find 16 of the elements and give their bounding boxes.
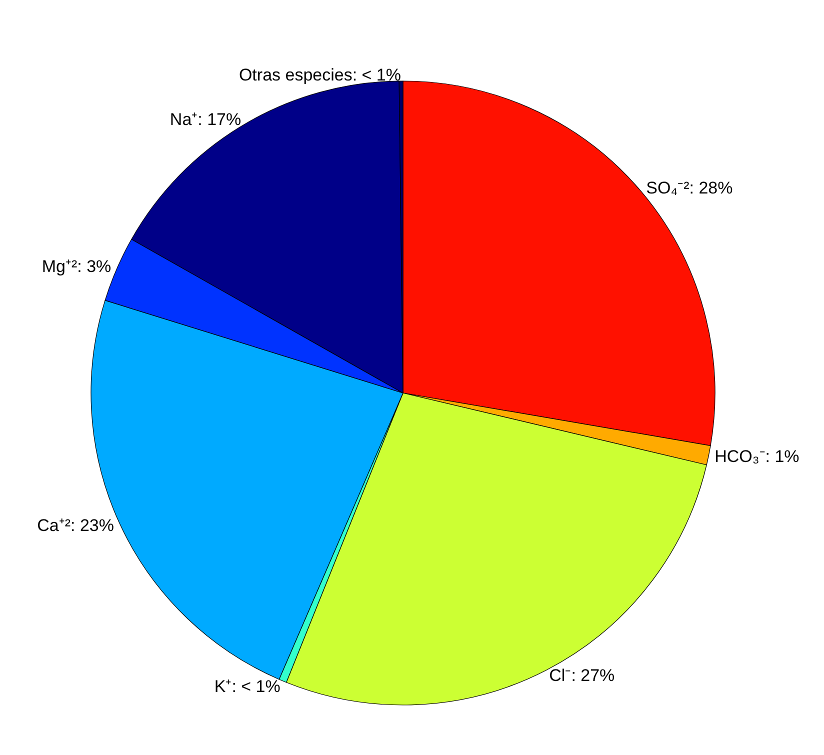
data-label: : 23% [70, 516, 114, 536]
slice-label: Otras especies [238, 66, 352, 85]
slice-label: Cl⁻ [549, 666, 572, 685]
slice-label: Ca⁺² [37, 516, 71, 536]
slice-label: Na⁺ [170, 110, 198, 129]
slice-label: K⁺ [214, 676, 232, 696]
slice-label: Mg⁺² [42, 257, 78, 276]
data-label: : 3% [77, 257, 112, 276]
slice-label: SO₄⁻² [646, 178, 690, 198]
data-label: : 27% [571, 666, 615, 685]
slice-label: HCO₃⁻ [714, 447, 766, 466]
data-label: : 17% [198, 110, 242, 129]
data-label: : 28% [689, 178, 733, 198]
data-label: : 1% [765, 447, 800, 466]
data-label: : < 1% [352, 66, 401, 85]
data-label: : < 1% [232, 676, 280, 696]
